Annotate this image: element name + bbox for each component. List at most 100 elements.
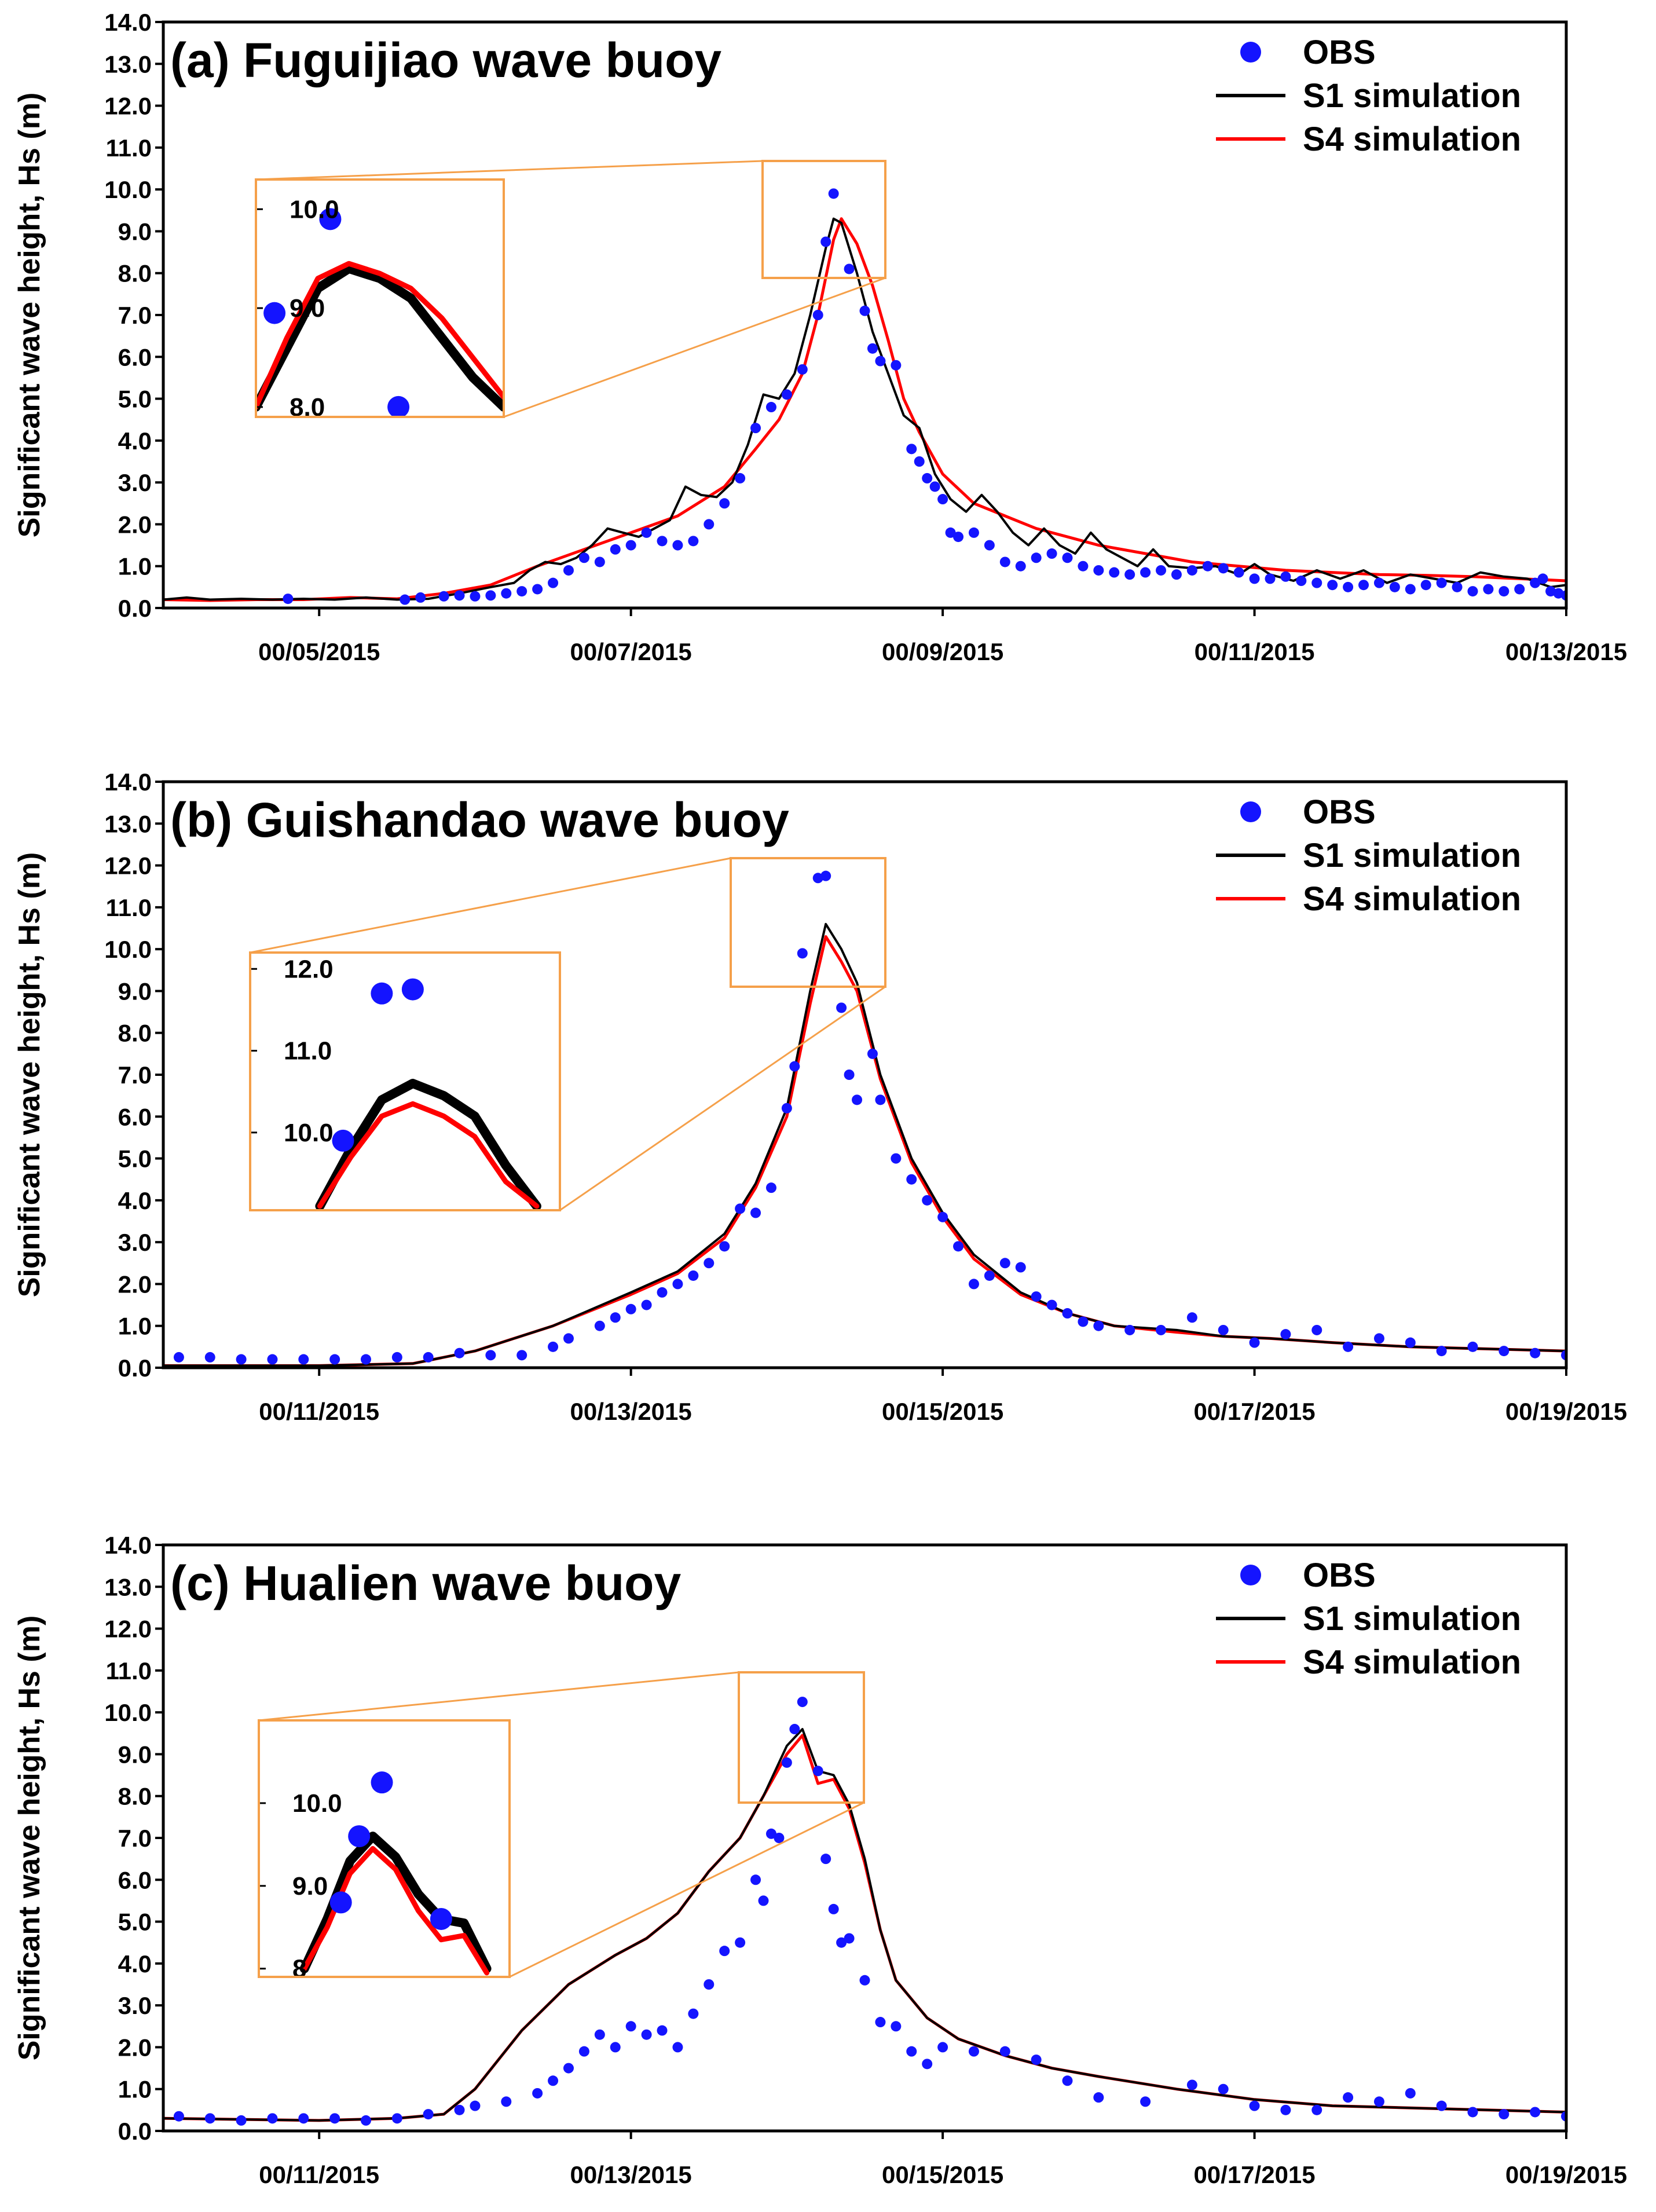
obs-point (1405, 1337, 1416, 1348)
obs-point (548, 577, 559, 588)
y-tick-label: 5.0 (118, 1145, 152, 1173)
plot-area (163, 870, 1566, 1367)
obs-point (1530, 2107, 1541, 2118)
obs-point (929, 481, 940, 492)
obs-point (758, 1895, 769, 1906)
obs-point (719, 498, 730, 509)
legend-obs-marker (1240, 1565, 1261, 1585)
y-tick-label: 7.0 (118, 302, 152, 329)
inset-y-tick-label: 10.0 (284, 1119, 334, 1147)
obs-point (1327, 580, 1338, 591)
obs-point (454, 1347, 465, 1358)
obs-point (1171, 569, 1182, 580)
obs-point (1343, 1341, 1354, 1352)
obs-point (1265, 573, 1276, 584)
obs-point (765, 1182, 776, 1193)
obs-point (641, 2029, 652, 2040)
y-tick-label: 0.0 (118, 1354, 152, 1382)
x-tick-label: 00/13/2015 (570, 1398, 692, 1425)
obs-point (1249, 2100, 1260, 2111)
obs-point (867, 343, 878, 354)
y-tick-label: 9.0 (118, 218, 152, 245)
obs-point (765, 402, 776, 413)
obs-point (1420, 580, 1431, 591)
obs-point (1124, 1324, 1135, 1335)
obs-point (329, 1354, 340, 1365)
obs-point (828, 188, 839, 199)
obs-point (501, 2096, 512, 2107)
y-tick-label: 7.0 (118, 1061, 152, 1089)
obs-point (610, 1312, 621, 1323)
obs-point (625, 540, 636, 551)
y-tick-label: 3.0 (118, 469, 152, 496)
obs-point (953, 1241, 964, 1252)
plot-area (163, 1697, 1566, 2126)
obs-point (1093, 565, 1104, 576)
obs-point (828, 1903, 839, 1914)
inset-obs-point (329, 1891, 352, 1914)
obs-point (906, 1174, 917, 1185)
obs-point (1124, 569, 1135, 580)
obs-point (867, 1048, 878, 1059)
obs-point (485, 590, 496, 601)
obs-point (1373, 577, 1384, 588)
zoom-connector (509, 1801, 864, 1978)
inset-s1-line (256, 263, 504, 412)
obs-point (1186, 2079, 1197, 2090)
obs-point (735, 473, 746, 484)
obs-point (812, 873, 823, 884)
obs-point (1031, 552, 1042, 563)
y-tick-label: 11.0 (106, 1657, 152, 1684)
obs-point (968, 2046, 979, 2057)
legend-s1-label: S1 simulation (1303, 837, 1521, 874)
obs-point (820, 1854, 831, 1865)
obs-point (1046, 1299, 1057, 1310)
x-tick-label: 00/07/2015 (570, 638, 692, 665)
obs-point (1358, 580, 1369, 591)
obs-point (1062, 1308, 1073, 1319)
legend-s1-label: S1 simulation (1303, 77, 1521, 115)
x-tick-label: 00/17/2015 (1193, 1398, 1315, 1425)
y-tick-label: 3.0 (118, 1229, 152, 1256)
obs-point (532, 2088, 543, 2099)
y-axis-label: Significant wave height, Hs (m) (13, 1616, 46, 2061)
inset-obs-point (319, 208, 342, 230)
obs-point (859, 305, 870, 316)
obs-point (774, 1833, 785, 1843)
obs-point (672, 2042, 683, 2053)
legend-s4-label: S4 simulation (1303, 880, 1521, 918)
obs-point (1062, 552, 1073, 563)
obs-point (852, 1094, 863, 1105)
inset-area: 10.0 9.0 8.0 (256, 180, 504, 417)
obs-point (797, 948, 808, 959)
obs-point (360, 2115, 371, 2126)
chart-panel-b: 0.01.02.03.04.05.06.07.08.09.010.011.012… (13, 768, 1627, 1425)
obs-point (1436, 2100, 1447, 2111)
obs-point (820, 870, 831, 881)
zoom-box (738, 1671, 865, 1804)
obs-point (360, 1354, 371, 1365)
y-tick-label: 2.0 (118, 1270, 152, 1298)
obs-point (329, 2113, 340, 2124)
plot-frame (162, 1543, 1568, 2133)
obs-point (765, 1828, 776, 1839)
obs-point (1530, 577, 1541, 588)
obs-point (470, 2100, 481, 2111)
inset-obs-point (401, 978, 424, 1001)
inset-s1-line (315, 1079, 541, 1210)
inset-obs-point (348, 1825, 371, 1848)
inset-y-tick-label: 11.0 (284, 1037, 332, 1065)
y-tick-label: 1.0 (118, 2076, 152, 2103)
y-tick-label: 6.0 (118, 1866, 152, 1894)
obs-point (922, 2059, 933, 2070)
y-tick-label: 11.0 (106, 134, 152, 162)
obs-point (1046, 548, 1057, 559)
obs-point (1467, 586, 1478, 597)
y-tick-label: 2.0 (118, 511, 152, 538)
y-tick-label: 13.0 (104, 810, 152, 837)
obs-point (719, 1241, 730, 1252)
zoom-connector (258, 1671, 739, 1722)
obs-point (1530, 1347, 1541, 1358)
x-tick-label: 00/13/2015 (570, 2161, 692, 2188)
obs-point (1186, 565, 1197, 576)
